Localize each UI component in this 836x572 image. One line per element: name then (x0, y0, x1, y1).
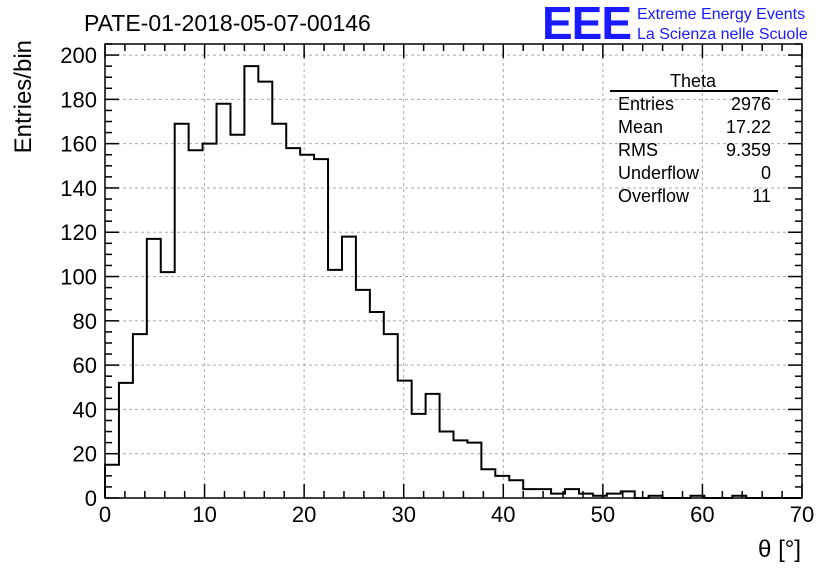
x-tick-label: 70 (790, 502, 814, 527)
stats-label: Mean (618, 117, 663, 137)
x-tick-label: 40 (491, 502, 515, 527)
y-tick-label: 140 (60, 176, 97, 201)
stats-label: Underflow (618, 163, 700, 183)
y-tick-label: 180 (60, 87, 97, 112)
x-tick-label: 0 (99, 502, 111, 527)
x-axis-label: θ [°] (758, 536, 801, 563)
x-tick-label: 20 (292, 502, 316, 527)
y-tick-label: 120 (60, 220, 97, 245)
y-axis-label: Entries/bin (10, 40, 37, 153)
x-tick-label: 30 (391, 502, 415, 527)
stats-value: 9.359 (726, 140, 771, 160)
stats-value: 11 (752, 186, 771, 206)
y-tick-label: 200 (60, 43, 97, 68)
stats-box: Theta Entries 2976 Mean 17.22 RMS 9.359 Underf… (610, 71, 778, 206)
y-tick-label: 60 (73, 353, 97, 378)
x-axis-ticks: 0 10 20 30 40 50 60 70 (99, 44, 814, 527)
grid-lines (105, 44, 802, 498)
plot-frame (104, 43, 803, 499)
x-tick-label: 60 (690, 502, 714, 527)
y-tick-label: 0 (85, 486, 97, 511)
stats-value: 0 (761, 163, 771, 183)
y-tick-label: 160 (60, 132, 97, 157)
chart-title: PATE-01-2018-05-07-00146 (84, 10, 371, 36)
stats-rows: Entries 2976 Mean 17.22 RMS 9.359 Underflow 0 Ov… (618, 94, 771, 206)
stats-title: Theta (670, 71, 717, 91)
x-tick-label: 50 (591, 502, 615, 527)
stats-label: RMS (618, 140, 658, 160)
logo-line-1: Extreme Energy Events (637, 6, 806, 23)
histogram-series (104, 65, 802, 499)
y-tick-label: 100 (60, 265, 97, 290)
logo-line-2: La Scienza nelle Scuole (637, 26, 808, 43)
y-tick-label: 20 (73, 442, 97, 467)
stats-value: 2976 (731, 94, 771, 114)
stats-value: 17.22 (726, 117, 771, 137)
y-tick-label: 80 (73, 309, 97, 334)
y-tick-label: 40 (73, 397, 97, 422)
x-tick-label: 10 (192, 502, 216, 527)
eee-logo: EEE (542, 0, 632, 49)
stats-label: Entries (618, 94, 674, 114)
stats-label: Overflow (618, 186, 690, 206)
y-axis-ticks: 0 20 40 60 80 100 120 140 160 180 200 (60, 43, 802, 511)
